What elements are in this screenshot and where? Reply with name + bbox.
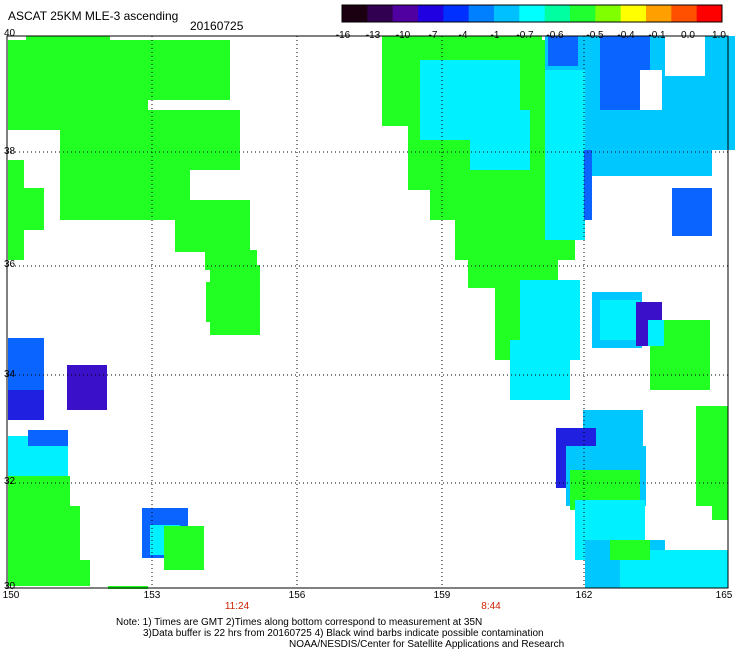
- pass-time-right: 8:44: [481, 601, 501, 612]
- colorbar-label: -16: [335, 30, 351, 41]
- data-block: [600, 74, 640, 110]
- footer-credit: NOAA/NESDIS/Center for Satellite Applica…: [289, 639, 565, 650]
- data-block: [175, 200, 250, 252]
- data-block: [24, 188, 44, 230]
- colorbar-label: -1: [490, 30, 500, 41]
- footer-note-line2: 3)Data buffer is 22 hrs from 20160725 4)…: [143, 628, 544, 639]
- latitude-label: 40: [4, 28, 16, 39]
- colorbar-swatch: [494, 5, 520, 22]
- colorbar-label: -0.5: [586, 30, 604, 41]
- data-block: [67, 365, 107, 410]
- colorbar-swatch: [367, 5, 394, 22]
- data-block: [640, 70, 662, 110]
- colorbar-label: -0.4: [617, 30, 635, 41]
- map-title: ASCAT 25KM MLE-3 ascending: [8, 9, 179, 23]
- data-block: [510, 340, 570, 400]
- colorbar-label: 1.0: [712, 30, 726, 41]
- pass-time-left: 11:24: [224, 601, 250, 612]
- colorbar-swatch: [342, 5, 368, 22]
- map-frame: [6, 35, 729, 589]
- colorbar-frame: [341, 4, 723, 23]
- colorbar-label: 0.0: [681, 30, 695, 41]
- data-block: [545, 70, 585, 240]
- data-block: [28, 430, 68, 446]
- colorbar-label: -4: [458, 30, 468, 41]
- data-block: [70, 560, 90, 586]
- colorbar-label: -10: [395, 30, 411, 41]
- longitude-label: 150: [2, 590, 20, 601]
- latitude-label: 38: [4, 146, 16, 157]
- data-block: [648, 320, 664, 346]
- longitude-label: 162: [575, 590, 593, 601]
- data-block: [712, 430, 728, 520]
- data-block: [665, 36, 705, 76]
- data-block: [8, 436, 28, 476]
- swath-data: [8, 36, 735, 589]
- colorbar-swatch: [696, 5, 723, 22]
- colorbar-swatch: [620, 5, 647, 22]
- lat-lon-grid: [7, 36, 728, 588]
- data-block: [60, 40, 230, 100]
- data-block: [206, 282, 214, 322]
- data-block: [210, 265, 260, 335]
- colorbar-swatch: [468, 5, 495, 22]
- longitude-label: 165: [715, 590, 733, 601]
- data-block: [470, 110, 530, 170]
- data-block: [600, 36, 650, 76]
- data-block: [164, 526, 204, 570]
- colorbar-label: -0.6: [546, 30, 564, 41]
- longitude-label: 159: [433, 590, 451, 601]
- colorbar-label: -13: [365, 30, 381, 41]
- colorbar-swatch: [646, 5, 672, 22]
- latitude-label: 30: [4, 581, 16, 592]
- colorbar-swatch: [595, 5, 622, 22]
- data-block: [8, 390, 44, 420]
- colorbar-swatch: [544, 5, 571, 22]
- colorbar-label: -0.1: [648, 30, 666, 41]
- footer-note-line1: Note: 1) Times are GMT 2)Times along bot…: [116, 617, 483, 628]
- colorbar-swatch: [519, 5, 546, 22]
- data-block: [8, 40, 48, 100]
- latitude-label: 36: [4, 259, 16, 270]
- colorbar-label: -7: [428, 30, 438, 41]
- data-block: [130, 110, 240, 170]
- longitude-label: 153: [143, 590, 161, 601]
- data-block: [672, 188, 712, 236]
- colorbar-swatch: [570, 5, 596, 22]
- latitude-label: 34: [4, 369, 16, 380]
- map-date: 20160725: [190, 19, 244, 33]
- colorbar-label: -0.7: [516, 30, 534, 41]
- colorbar-swatch: [443, 5, 470, 22]
- data-block: [584, 150, 592, 220]
- data-block: [610, 540, 650, 560]
- data-block: [600, 300, 640, 340]
- colorbar-swatch: [671, 5, 698, 22]
- colorbar-swatch: [392, 5, 419, 22]
- colorbar: [341, 4, 723, 23]
- data-block: [8, 100, 148, 130]
- longitude-label: 156: [288, 590, 306, 601]
- colorbar-swatch: [418, 5, 444, 22]
- data-block: [548, 36, 578, 66]
- data-block: [8, 160, 24, 260]
- data-block: [712, 150, 735, 180]
- data-block: [60, 170, 190, 220]
- latitude-label: 32: [4, 476, 16, 487]
